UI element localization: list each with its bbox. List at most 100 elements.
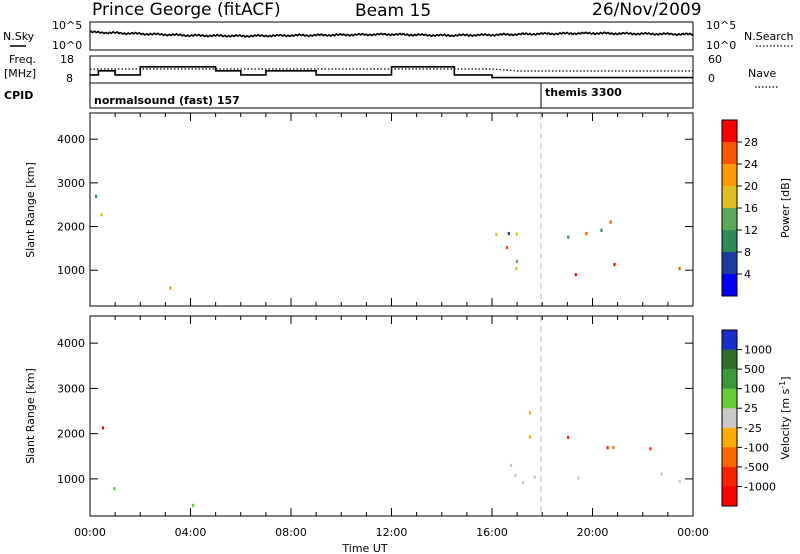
velocity-colorbar-tick-label-5: -100 [744,441,769,454]
power-colorbar-swatch-2 [722,164,737,187]
echo-cell [533,475,536,479]
power-colorbar-ticks: 28 24 20 16 12 8 4 [737,136,758,281]
power-colorbar-tick-label-2: 20 [744,180,758,193]
time-axis-label: Time UT [341,542,387,554]
echo-cell [507,231,510,236]
beam-title: Beam 15 [355,1,431,21]
nsearch-top-tick: 10^5 [706,19,736,32]
echo-cell [95,194,98,198]
nave-label: Nave [748,67,776,80]
velocity-colorbar-swatch-8 [722,486,737,507]
nave-bottom-tick: 0 [708,72,715,85]
power-colorbar-swatch-1 [722,142,737,165]
freq-label-line1: Freq. [9,53,36,66]
power-range-label: Slant Range [km] [24,162,37,258]
echo-cell [649,447,652,451]
velocity-colorbar-tick-label-0: 1000 [744,344,772,357]
nsky-bottom-tick: 10^0 [52,39,82,52]
velocity-colorbar-tick-label-2: 100 [744,383,765,396]
echo-cell [515,259,519,263]
nsky-label: N.Sky [3,30,35,43]
velocity-range-ticks: 1000 2000 3000 4000 [57,337,693,486]
echo-cell [495,232,498,236]
cpid-label: CPID [4,89,33,102]
cpid-mode1: normalsound (fast) 157 [94,94,240,107]
echo-cell [101,426,105,430]
time-tick-label-3: 12:00 [376,526,408,539]
echo-cell [577,476,580,480]
station-title: Prince George (fitACF) [92,0,281,20]
power-echoes [95,194,681,290]
velocity-range-label: Slant Range [km] [24,368,37,464]
power-colorbar-swatch-7 [722,274,737,297]
power-range-tick-label-3: 4000 [57,133,85,146]
echo-cell [612,445,615,450]
velocity-colorbar-swatch-4 [722,408,737,429]
echo-cell [505,246,509,250]
date-title: 26/Nov/2009 [592,0,702,20]
echo-cell [660,472,663,476]
power-colorbar-tick-label-3: 16 [744,202,758,215]
power-colorbar-swatches [722,120,737,297]
power-time-ticks [89,113,694,306]
velocity-colorbar-swatch-1 [722,349,737,370]
echo-cell [567,235,570,239]
echo-cell [510,463,513,467]
velocity-colorbar-swatch-0 [722,330,737,351]
velocity-colorbar-tick-label-1: 500 [744,363,765,376]
velocity-colorbar-swatch-5 [722,427,737,448]
echo-cell [192,503,195,507]
velocity-range-tick-label-3: 4000 [57,337,85,350]
velocity-panel-frame [89,315,694,517]
echo-cell [585,231,588,236]
freq-bottom-tick: 8 [66,72,73,85]
frequency-strip: Freq. [MHz] 18 8 60 0 Nave [4,53,778,88]
power-colorbar-swatch-3 [722,186,737,209]
velocity-range-tick-label-2: 3000 [57,382,85,395]
echo-cell [613,263,616,267]
power-range-ticks: 1000 2000 3000 4000 [57,133,693,277]
velocity-colorbar-frame [721,329,738,507]
echo-cell [528,435,531,439]
power-colorbar-swatch-5 [722,230,737,253]
velocity-range-tick-label-1: 2000 [57,428,85,441]
echo-cell [522,480,525,485]
echo-cell [678,266,681,271]
velocity-colorbar-tick-label-4: -25 [744,422,762,435]
power-panel: 1000 2000 3000 4000 Slant Range [km] [24,112,694,307]
power-colorbar-tick-label-1: 24 [744,158,758,171]
velocity-colorbar-tick-label-6: -500 [744,461,769,474]
echo-cell [600,228,603,232]
velocity-colorbar-swatch-3 [722,388,737,409]
power-colorbar-tick-label-4: 12 [744,224,758,237]
echo-cell [514,473,517,478]
nsearch-bottom-tick: 10^0 [706,39,736,52]
echo-cell [528,411,532,415]
velocity-colorbar-swatch-2 [722,369,737,390]
power-colorbar-swatch-6 [722,252,737,275]
noise-strip-frame [89,21,694,51]
time-tick-label-0: 00:00 [74,526,106,539]
power-colorbar-swatch-0 [722,120,737,143]
sky-noise-line [89,30,694,38]
velocity-colorbar: 1000 500 100 25 -25 -100 -500 -1000 Velocity [m… [721,329,792,507]
power-range-tick-label-1: 2000 [57,221,85,234]
nsearch-label: N.Search [744,30,794,43]
echo-cell [609,220,612,224]
nsky-top-tick: 10^5 [52,19,82,32]
power-colorbar: 28 24 20 16 12 8 4 Power [dB] [721,119,792,297]
power-range-tick-label-2: 3000 [57,177,85,190]
echo-cell [567,435,570,439]
echo-cell [574,273,577,277]
cpid-strip-frame [89,82,694,109]
velocity-panel: 1000 2000 3000 4000 Slant Range [km] [24,315,694,517]
freq-label-line2: [MHz] [4,67,36,80]
time-tick-labels: 00:00 04:00 08:00 12:00 16:00 20:00 00:00 [74,526,709,539]
echo-cell [169,286,172,290]
power-colorbar-label: Power [dB] [779,178,792,238]
echo-cell [606,446,609,450]
echo-cell [113,487,116,491]
nave-top-tick: 60 [708,53,722,66]
velocity-colorbar-label: Velocity [m s-1] [778,376,792,459]
echo-cell [515,267,518,271]
